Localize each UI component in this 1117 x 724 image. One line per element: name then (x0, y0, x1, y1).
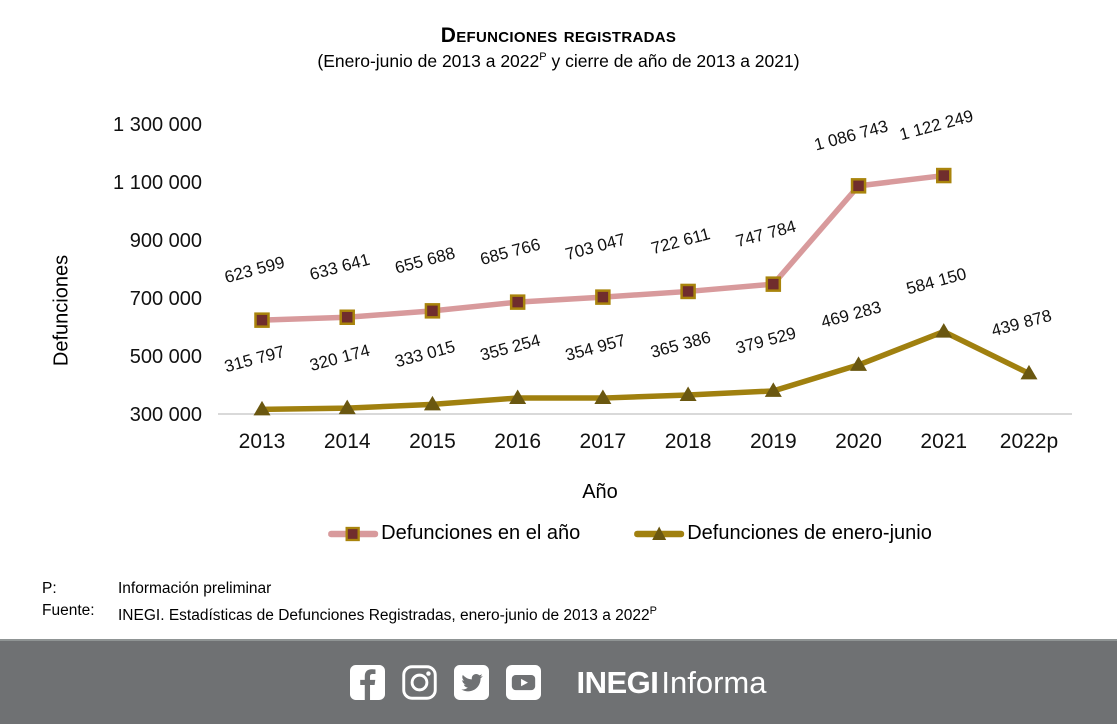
x-tick-label: 2014 (324, 430, 371, 453)
chart-header: Defunciones registradas (Enero-junio de … (0, 24, 1117, 72)
triangle-marker (850, 356, 868, 371)
footnote-p-label: P: (42, 580, 57, 597)
y-tick-label: 700 000 (130, 288, 202, 310)
square-marker (595, 289, 611, 305)
footer-bar: INEGI Informa (0, 639, 1117, 724)
annual-series-swatch-icon (328, 526, 379, 541)
y-tick-label: 500 000 (130, 346, 202, 368)
data-value-label: 623 599 (222, 253, 286, 287)
data-value-label: 722 611 (649, 224, 712, 258)
x-tick-label: 2018 (665, 430, 712, 453)
y-tick-label: 900 000 (130, 230, 202, 252)
x-tick-label: 2019 (750, 430, 797, 453)
data-value-label: 315 797 (222, 342, 286, 376)
instagram-icon[interactable] (402, 665, 438, 700)
subtitle-text: (Enero-junio de 2013 a 2022 (317, 51, 540, 71)
triangle-marker (423, 395, 441, 411)
triangle-marker (764, 382, 782, 397)
data-value-label: 379 529 (734, 323, 798, 357)
line-chart: 300 000 500 000 700 000 900 000 1 100 000 1 3… (113, 106, 1072, 453)
footnote-source: Fuente: INEGI. Estadísticas de Defuncion… (42, 600, 657, 627)
footnote-source-text: INEGI. Estadísticas de Defunciones Regis… (118, 600, 657, 627)
data-value-label: 439 878 (989, 306, 1053, 340)
chart-subtitle: (Enero-junio de 2013 a 2022P y cierre de… (0, 51, 1117, 72)
facebook-icon[interactable] (350, 665, 386, 700)
legend-item-annual: Defunciones en el año (328, 522, 580, 545)
square-marker (936, 167, 952, 184)
informa-wordmark: Informa (661, 665, 767, 700)
y-tick-label: 1 300 000 (113, 114, 202, 136)
data-value-label: 747 784 (734, 217, 798, 251)
footnote-preliminary: P: Información preliminar (42, 578, 657, 600)
triangle-marker (253, 400, 271, 416)
x-tick-label: 2017 (580, 430, 627, 453)
jan-jun-series-swatch-icon (634, 526, 685, 540)
data-value-label: 355 254 (478, 331, 542, 365)
x-tick-label: 2013 (239, 430, 286, 453)
twitter-icon[interactable] (454, 665, 490, 700)
data-value-label: 1 122 249 (897, 106, 975, 144)
data-value-label: 633 641 (308, 250, 372, 284)
square-marker (509, 294, 526, 310)
data-value-label: 655 688 (393, 243, 457, 277)
triangle-marker (509, 389, 527, 404)
inegi-informa-logo: INEGI Informa (576, 667, 766, 698)
footnotes: P: Información preliminar Fuente: INEGI.… (42, 578, 657, 627)
triangle-marker (679, 386, 697, 402)
data-value-label: 365 386 (649, 328, 713, 362)
legend-item-jan-jun: Defunciones de enero-junio (634, 522, 932, 545)
triangle-marker (1020, 364, 1038, 380)
y-tick-label: 1 100 000 (113, 172, 202, 194)
y-tick-label: 300 000 (130, 404, 202, 426)
subtitle-superscript: P (539, 51, 547, 64)
legend-label-annual: Defunciones en el año (381, 522, 581, 544)
data-value-label: 584 150 (904, 264, 968, 298)
series-line (259, 328, 1032, 413)
x-tick-label: 2020 (835, 430, 882, 453)
data-value-label: 685 766 (478, 235, 542, 269)
data-value-label: 320 174 (308, 341, 372, 375)
legend-label-jan-jun: Defunciones de enero-junio (687, 522, 932, 544)
x-axis-title: Año (582, 481, 618, 503)
square-marker (339, 309, 355, 325)
x-tick-label: 2016 (494, 430, 541, 453)
square-marker (850, 178, 867, 194)
data-value-label: 469 283 (819, 297, 883, 331)
x-tick-label: 2015 (409, 430, 456, 453)
square-marker (765, 276, 782, 292)
x-tick-label: 2022p (1000, 430, 1058, 453)
data-value-label: 354 957 (563, 331, 627, 365)
data-value-label: 703 047 (563, 230, 627, 264)
legend: Defunciones en el año Defunciones de ene… (328, 522, 932, 545)
triangle-marker (935, 323, 953, 338)
footnote-source-label: Fuente: (42, 602, 95, 619)
triangle-marker (338, 399, 356, 415)
inegi-wordmark: INEGI (576, 665, 659, 700)
source-text: INEGI. Estadísticas de Defunciones Regis… (118, 607, 650, 625)
triangle-marker (594, 389, 612, 405)
square-marker (254, 312, 270, 328)
source-superscript: P (649, 605, 657, 617)
data-value-label: 1 086 743 (812, 117, 890, 155)
chart-title: Defunciones registradas (440, 24, 677, 47)
square-marker (680, 283, 696, 300)
footnote-p-text: Información preliminar (118, 580, 272, 597)
subtitle-text-end: y cierre de año de 2013 a 2021) (546, 51, 800, 71)
data-value-label: 333 015 (393, 337, 457, 371)
x-tick-label: 2021 (920, 430, 967, 453)
square-marker (424, 303, 441, 319)
youtube-icon[interactable] (506, 665, 542, 700)
